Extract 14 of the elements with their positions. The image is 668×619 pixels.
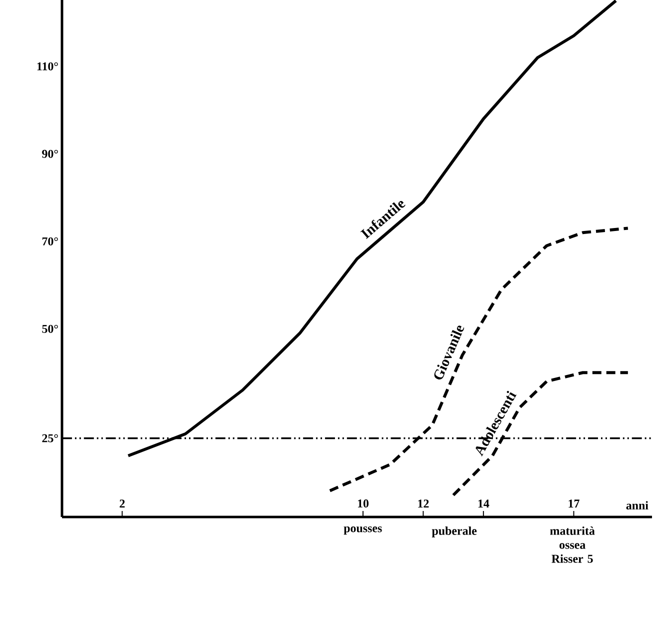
x-tick-label: 14: [478, 500, 490, 508]
x-axis-title: anni: [626, 501, 648, 510]
x-tick-label: 12: [418, 500, 429, 508]
text: pousses: [344, 526, 382, 535]
x-tick-label: 2: [120, 500, 125, 508]
x-tick-label: 17: [568, 500, 580, 508]
text: maturità ossea Risser 5: [550, 526, 595, 563]
y-tick-label: 50°: [42, 324, 58, 333]
x-tick-label: 10: [358, 499, 369, 508]
text: puberale: [432, 526, 477, 538]
y-tick-label: 90°: [42, 150, 58, 158]
y-tick-label: 25°: [42, 434, 58, 442]
y-tick-label: 70°: [42, 237, 58, 246]
y-tick-label: 110°: [37, 62, 58, 70]
